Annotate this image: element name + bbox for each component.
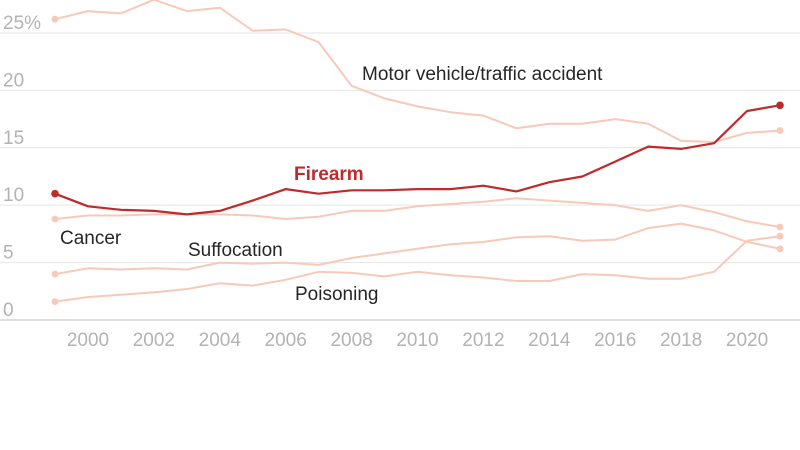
series-label-motor-vehicle: Motor vehicle/traffic accident [362, 64, 603, 85]
x-tick-label: 2006 [265, 330, 307, 351]
endpoint-firearm [776, 101, 784, 110]
series-layer [51, 0, 784, 306]
label-layer: Motor vehicle/traffic accident Firearm C… [60, 64, 603, 305]
x-tick-label: 2000 [67, 330, 109, 351]
endpoint-firearm [51, 189, 59, 198]
grid-layer [0, 32, 800, 321]
x-tick-label: 2008 [330, 330, 372, 351]
y-tick-label: 0 [3, 300, 14, 321]
x-tick-label: 2018 [660, 330, 702, 351]
series-label-cancer: Cancer [60, 228, 122, 249]
tick-layer: 25% 20 15 10 5 0 2000 2002 2004 2006 2008 2010 2012 2… [3, 13, 768, 351]
series-line-cancer [54, 197, 781, 228]
series-label-firearm: Firearm [294, 164, 364, 185]
series-line-firearm [53, 104, 782, 216]
y-tick-label: 10 [3, 185, 24, 206]
y-tick-label: 25% [3, 13, 41, 34]
endpoint-motor-vehicle-traffic-accident [776, 127, 784, 134]
endpoint-suffocation [51, 270, 59, 278]
endpoint-motor-vehicle-traffic-accident [51, 15, 59, 23]
x-tick-label: 2002 [133, 330, 175, 351]
endpoint-cancer [776, 223, 784, 231]
x-tick-label: 2004 [199, 330, 242, 351]
x-tick-label: 2020 [726, 330, 768, 351]
x-tick-label: 2010 [396, 330, 438, 351]
x-tick-label: 2014 [528, 330, 571, 351]
y-tick-label: 15 [3, 128, 24, 149]
series-line-suffocation [54, 222, 781, 276]
endpoint-suffocation [776, 245, 784, 253]
endpoint-cancer [51, 215, 59, 223]
series-label-poisoning: Poisoning [295, 284, 378, 305]
series-line-poisoning [54, 235, 781, 303]
series-line-motor-vehicle-traffic-accident [54, 0, 781, 143]
x-tick-label: 2016 [594, 330, 636, 351]
y-tick-label: 20 [3, 70, 24, 91]
x-tick-label: 2012 [462, 330, 504, 351]
y-tick-label: 5 [3, 243, 14, 264]
endpoint-poisoning [51, 298, 59, 306]
series-label-suffocation: Suffocation [188, 240, 283, 261]
endpoint-poisoning [776, 232, 784, 240]
